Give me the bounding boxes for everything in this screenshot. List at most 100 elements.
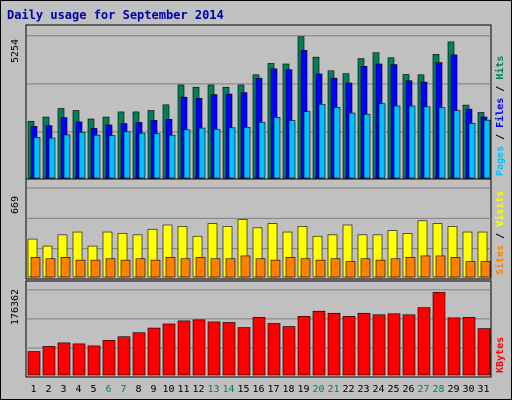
- x-tick-label: 22: [342, 384, 354, 395]
- bar-kbytes-day-2: [42, 346, 56, 376]
- bar-pages-day-27: [423, 106, 431, 179]
- bar-sites-day-13: [210, 258, 221, 278]
- bar-sites-day-12: [195, 257, 206, 278]
- bar-sites-day-21: [330, 258, 341, 278]
- x-tick-label: 16: [252, 384, 264, 395]
- bar-kbytes-day-18: [282, 326, 296, 376]
- bar-sites-day-10: [165, 257, 176, 278]
- bar-sites-day-24: [375, 259, 386, 278]
- bar-sites-day-27: [420, 255, 431, 278]
- bar-pages-day-2: [48, 137, 56, 179]
- x-tick-label: 21: [327, 384, 339, 395]
- bar-sites-day-5: [90, 259, 101, 278]
- ymax-label: 176362: [10, 289, 21, 325]
- bar-kbytes-day-5: [87, 345, 101, 376]
- legend-hits_files_pages: Pages / Files / Hits: [494, 56, 506, 176]
- bar-pages-day-21: [333, 107, 341, 179]
- bar-pages-day-9: [153, 133, 161, 179]
- x-tick-label: 3: [60, 384, 66, 395]
- bar-pages-day-30: [468, 122, 476, 179]
- bar-pages-day-17: [273, 117, 281, 179]
- legend-separator: /: [495, 227, 506, 245]
- legend-separator: /: [495, 128, 506, 146]
- bar-pages-day-29: [453, 110, 461, 179]
- x-tick-label: 1: [30, 384, 36, 395]
- bar-kbytes-day-7: [117, 336, 131, 376]
- x-tick-label: 4: [75, 384, 81, 395]
- ymax-label: 669: [10, 196, 21, 214]
- bar-kbytes-day-21: [327, 312, 341, 376]
- bar-sites-day-31: [480, 261, 491, 278]
- bar-kbytes-day-4: [72, 343, 86, 376]
- bar-sites-day-9: [150, 259, 161, 278]
- bar-sites-day-18: [285, 257, 296, 278]
- bar-kbytes-day-26: [402, 314, 416, 376]
- x-tick-label: 19: [297, 384, 309, 395]
- chart-title: Daily usage for September 2014: [7, 8, 224, 22]
- bar-sites-day-1: [30, 257, 41, 278]
- bar-sites-day-16: [255, 258, 266, 278]
- bar-pages-day-31: [483, 119, 491, 179]
- bar-kbytes-day-11: [177, 320, 191, 376]
- bar-pages-day-12: [198, 127, 206, 179]
- bar-sites-day-28: [435, 255, 446, 278]
- x-tick-label: 29: [447, 384, 459, 395]
- bar-pages-day-7: [123, 131, 131, 179]
- bar-kbytes-day-29: [447, 317, 461, 376]
- bar-kbytes-day-20: [312, 310, 326, 376]
- x-tick-label: 9: [150, 384, 156, 395]
- x-tick-label: 10: [162, 384, 174, 395]
- bar-kbytes-day-24: [372, 314, 386, 376]
- x-tick-label: 7: [120, 384, 126, 395]
- bar-sites-day-23: [360, 258, 371, 278]
- bar-pages-day-22: [348, 112, 356, 179]
- bar-pages-day-4: [78, 132, 86, 179]
- ymax-label: 5254: [10, 39, 21, 63]
- bar-kbytes-day-30: [462, 317, 476, 376]
- x-tick-label: 6: [105, 384, 111, 395]
- bar-kbytes-day-31: [477, 328, 491, 376]
- bar-pages-day-24: [378, 103, 386, 179]
- bar-kbytes-day-10: [162, 323, 176, 376]
- legend-item-kbytes: KBytes: [495, 337, 506, 373]
- bar-sites-day-11: [180, 258, 191, 278]
- bar-pages-day-14: [228, 127, 236, 179]
- bar-sites-day-6: [105, 258, 116, 278]
- legend-item-hits: Hits: [494, 56, 506, 80]
- bar-kbytes-day-17: [267, 323, 281, 376]
- bar-pages-day-6: [108, 135, 116, 179]
- bar-kbytes-day-23: [357, 312, 371, 376]
- x-tick-label: 5: [90, 384, 96, 395]
- bar-kbytes-day-19: [297, 316, 311, 376]
- legend-item-files: Files: [494, 98, 506, 128]
- x-tick-label: 2: [45, 384, 51, 395]
- bar-sites-day-26: [405, 257, 416, 278]
- bar-sites-day-19: [300, 258, 311, 278]
- bar-pages-day-19: [303, 111, 311, 179]
- legend-separator: /: [495, 80, 506, 98]
- x-tick-label: 17: [267, 384, 279, 395]
- x-tick-label: 31: [477, 384, 489, 395]
- x-tick-label: 20: [312, 384, 324, 395]
- bar-kbytes-day-3: [57, 342, 71, 376]
- legend-item-pages: Pages: [495, 146, 506, 176]
- bar-kbytes-day-28: [432, 292, 446, 376]
- bar-sites-day-30: [465, 261, 476, 278]
- bar-kbytes-day-6: [102, 339, 116, 376]
- x-tick-label: 27: [417, 384, 429, 395]
- bar-kbytes-day-9: [147, 327, 161, 376]
- bar-kbytes-day-13: [207, 321, 221, 376]
- bar-pages-day-1: [33, 137, 41, 179]
- x-tick-label: 18: [282, 384, 294, 395]
- x-tick-label: 12: [192, 384, 204, 395]
- bar-sites-day-8: [135, 258, 146, 278]
- bar-pages-day-13: [213, 128, 221, 179]
- x-tick-label: 24: [372, 384, 384, 395]
- bar-pages-day-18: [288, 120, 296, 179]
- bar-kbytes-day-27: [417, 307, 431, 376]
- bar-sites-day-20: [315, 259, 326, 278]
- x-tick-label: 23: [357, 384, 369, 395]
- bar-kbytes-day-15: [237, 327, 251, 376]
